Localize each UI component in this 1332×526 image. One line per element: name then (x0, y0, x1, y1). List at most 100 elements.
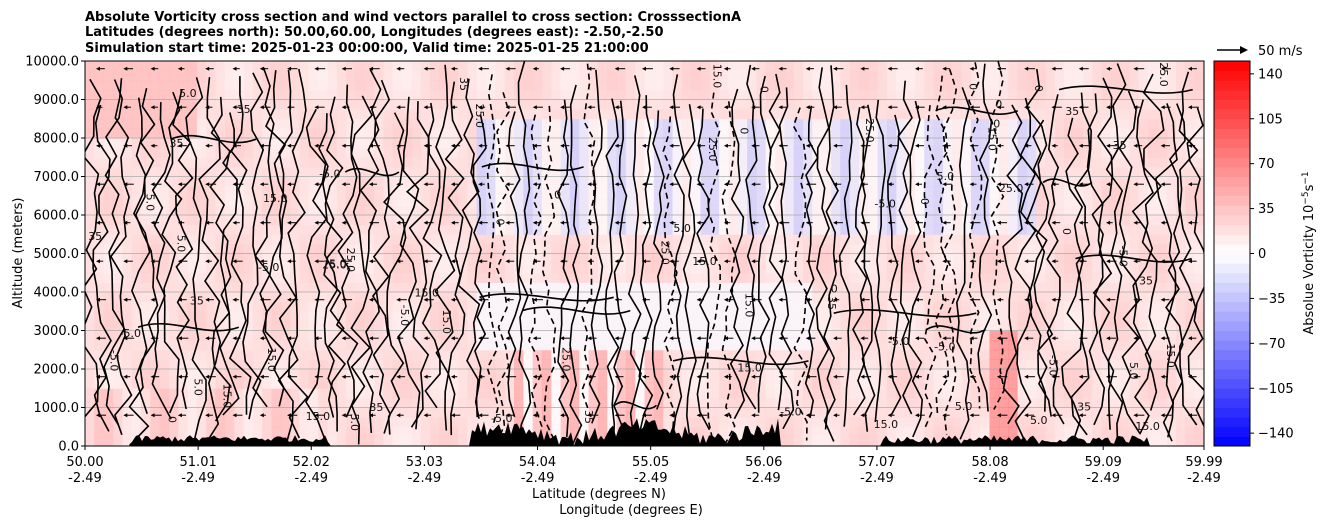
field-cell (1110, 263, 1121, 274)
field-cell (868, 243, 879, 255)
field-cell (252, 417, 263, 428)
field-cell (299, 282, 310, 293)
field-cell (131, 311, 142, 322)
field-cell (989, 253, 1000, 264)
field-cell (504, 234, 515, 245)
contour-line (405, 101, 430, 428)
field-cell (635, 80, 646, 91)
field-cell (924, 80, 935, 91)
field-cell (1054, 388, 1065, 399)
field-cell (178, 195, 189, 206)
field-cell (719, 311, 729, 322)
field-cell (495, 301, 506, 312)
field-cell (514, 369, 524, 380)
field-cell (1054, 99, 1065, 110)
field-cell (877, 99, 888, 110)
field-cell (420, 349, 431, 360)
field-cell (1036, 417, 1047, 428)
field-cell (1101, 330, 1112, 341)
field-cell (271, 61, 282, 72)
field-cell (924, 89, 935, 101)
field-cell (1064, 80, 1074, 91)
field-cell (775, 176, 785, 187)
field-cell (784, 311, 795, 322)
field-cell (504, 99, 515, 110)
field-cell (849, 166, 860, 178)
field-cell (831, 195, 841, 206)
field-cell (672, 89, 683, 101)
field-cell (532, 80, 543, 91)
field-cell (747, 253, 757, 264)
field-cell (94, 118, 105, 129)
field-cell (831, 272, 841, 283)
field-cell (952, 61, 963, 72)
field-cell (737, 80, 748, 91)
field-cell (1166, 272, 1177, 283)
field-cell (402, 272, 412, 283)
field-cell (849, 109, 860, 120)
field-cell (793, 330, 804, 341)
field-cell (355, 99, 366, 110)
field-cell (140, 311, 151, 322)
field-cell (458, 80, 468, 91)
field-cell (486, 340, 496, 351)
field-cell (411, 397, 422, 409)
field-cell (812, 61, 823, 72)
field-cell (970, 70, 981, 81)
field-cell (560, 186, 571, 197)
field-cell (355, 109, 366, 120)
field-cell (439, 166, 450, 178)
field-cell (290, 234, 300, 245)
field-cell (1120, 243, 1130, 255)
field-cell (663, 61, 673, 72)
field-cell (980, 157, 991, 168)
field-cell (504, 349, 515, 360)
field-cell (1157, 128, 1168, 139)
field-cell (1185, 407, 1196, 418)
field-cell (775, 195, 785, 206)
field-cell (849, 234, 860, 245)
field-cell (336, 118, 347, 129)
field-cell (747, 157, 757, 168)
field-cell (569, 166, 580, 178)
field-cell (1138, 99, 1149, 110)
field-cell (1082, 330, 1093, 341)
field-cell (579, 301, 590, 312)
field-cell (196, 349, 207, 360)
field-cell (840, 301, 851, 312)
contour-line (1178, 71, 1199, 426)
field-cell (952, 282, 963, 293)
field-cell (672, 99, 683, 110)
field-cell (131, 166, 142, 178)
field-cell (411, 407, 422, 418)
field-cell (914, 369, 925, 380)
field-cell (784, 99, 795, 110)
field-cell (85, 263, 95, 274)
field-cell (336, 89, 347, 101)
field-cell (122, 378, 133, 389)
field-cell (616, 388, 627, 399)
field-cell (196, 215, 207, 226)
field-cell (420, 118, 431, 129)
field-cell (728, 70, 739, 81)
field-cell (532, 320, 543, 332)
field-cell (523, 407, 534, 418)
field-cell (868, 369, 879, 380)
field-cell (411, 118, 422, 129)
field-cell (896, 80, 907, 91)
field-cell (719, 301, 729, 312)
field-cell (196, 118, 207, 129)
contour-line (161, 91, 183, 414)
field-cell (327, 205, 338, 216)
field-cell (635, 359, 646, 370)
field-cell (150, 128, 161, 139)
field-cell (886, 89, 897, 101)
field-cell (364, 138, 375, 149)
field-cell (635, 320, 646, 332)
field-cell (775, 157, 785, 168)
field-cell (821, 118, 832, 129)
field-cell (1008, 128, 1019, 139)
field-cell (150, 272, 161, 283)
field-cell (467, 340, 478, 351)
field-cell (998, 426, 1009, 437)
